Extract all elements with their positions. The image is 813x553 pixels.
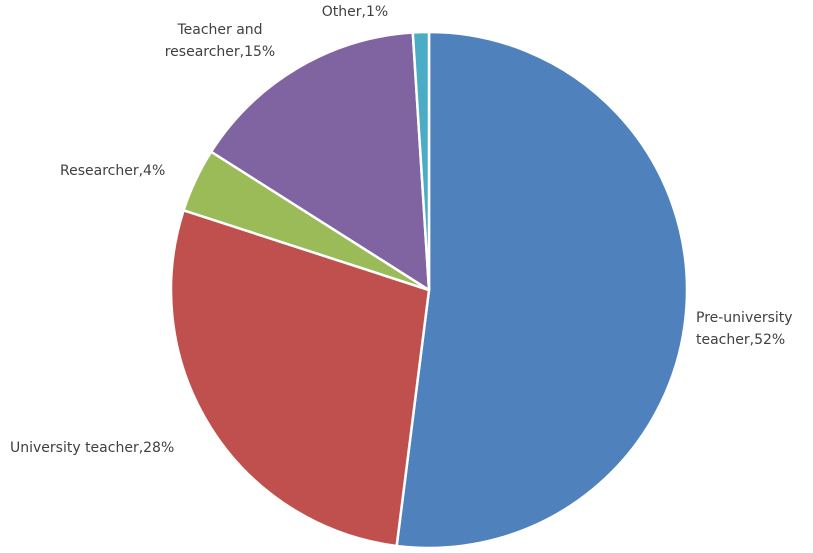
pie-slice-university-teacher bbox=[169, 209, 431, 548]
data-label-university-teacher: University teacher,28% bbox=[10, 440, 174, 456]
data-label-line: Teacher and bbox=[176, 22, 262, 38]
data-label-line: Researcher,4% bbox=[60, 163, 165, 179]
pie-slice-other bbox=[411, 30, 431, 292]
data-label-line: Pre-university bbox=[696, 310, 793, 326]
data-label-researcher: Researcher,4% bbox=[60, 163, 165, 179]
data-label-line: teacher,52% bbox=[696, 332, 785, 348]
data-label-teacher-and-researcher: Teacher and researcher,15% bbox=[165, 22, 276, 60]
labels-layer: Pre-university teacher,52% University teac… bbox=[10, 4, 793, 456]
data-label-line: Other,1% bbox=[322, 4, 388, 20]
data-label-pre-university-teacher: Pre-university teacher,52% bbox=[696, 310, 793, 348]
data-label-line: University teacher,28% bbox=[10, 440, 174, 456]
pie-slice-pre-university-teacher bbox=[395, 30, 689, 550]
data-label-line: researcher,15% bbox=[165, 44, 276, 60]
slices-layer bbox=[169, 30, 689, 550]
data-label-other: Other,1% bbox=[322, 4, 388, 20]
pie-slice-teacher-and-researcher bbox=[209, 31, 431, 292]
